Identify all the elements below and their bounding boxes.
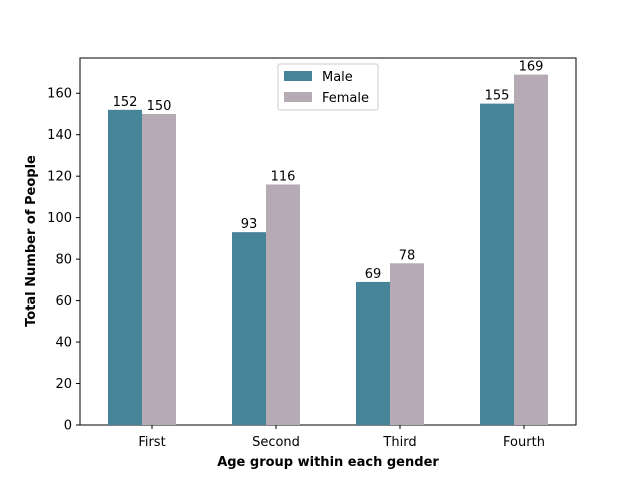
bar-value-label: 150 bbox=[147, 99, 172, 114]
legend-swatch-female bbox=[284, 92, 312, 102]
y-tick-label: 140 bbox=[47, 128, 72, 143]
bar-value-label: 78 bbox=[399, 248, 416, 263]
bar-male-second bbox=[232, 232, 266, 425]
y-tick-label: 100 bbox=[47, 211, 72, 226]
y-tick-label: 80 bbox=[55, 253, 72, 268]
x-axis-label: Age group within each gender bbox=[217, 455, 439, 470]
y-tick-label: 160 bbox=[47, 87, 72, 102]
legend-swatch-male bbox=[284, 71, 312, 81]
y-axis-label: Total Number of People bbox=[24, 155, 39, 327]
x-tick-label: First bbox=[138, 435, 165, 450]
bar-value-label: 69 bbox=[365, 267, 382, 282]
legend: Male Female bbox=[277, 63, 379, 111]
y-tick-label: 20 bbox=[55, 377, 72, 392]
y-tick-label: 120 bbox=[47, 170, 72, 185]
x-tick-label: Fourth bbox=[503, 435, 545, 450]
bar-value-label: 152 bbox=[113, 95, 138, 110]
bar-value-label: 169 bbox=[519, 60, 544, 75]
bar-female-first bbox=[142, 113, 176, 426]
x-tick-label: Third bbox=[382, 435, 416, 450]
bar-male-fourth bbox=[480, 103, 514, 426]
plot-area bbox=[79, 57, 577, 426]
bar-female-second bbox=[266, 184, 300, 425]
y-tick-label: 40 bbox=[55, 336, 72, 351]
bar-female-fourth bbox=[514, 74, 548, 425]
bars bbox=[108, 74, 548, 426]
y-axis: 0 20 40 60 80 100 120 140 160 bbox=[47, 87, 80, 434]
y-tick-label: 0 bbox=[64, 419, 72, 434]
x-tick-label: Second bbox=[252, 435, 300, 450]
bar-value-label: 93 bbox=[241, 217, 258, 232]
bar-male-first bbox=[108, 109, 142, 426]
bar-labels: 152 150 93 116 69 78 155 169 bbox=[113, 60, 544, 282]
x-axis: First Second Third Fourth bbox=[138, 425, 545, 450]
bar-value-label: 155 bbox=[485, 89, 510, 104]
legend-label-male: Male bbox=[322, 70, 353, 85]
legend-label-female: Female bbox=[322, 91, 369, 106]
y-tick-label: 60 bbox=[55, 294, 72, 309]
bar-value-label: 116 bbox=[271, 169, 296, 184]
plot-frame bbox=[79, 57, 577, 426]
bar-female-third bbox=[390, 263, 424, 425]
bar-male-third bbox=[356, 281, 390, 425]
